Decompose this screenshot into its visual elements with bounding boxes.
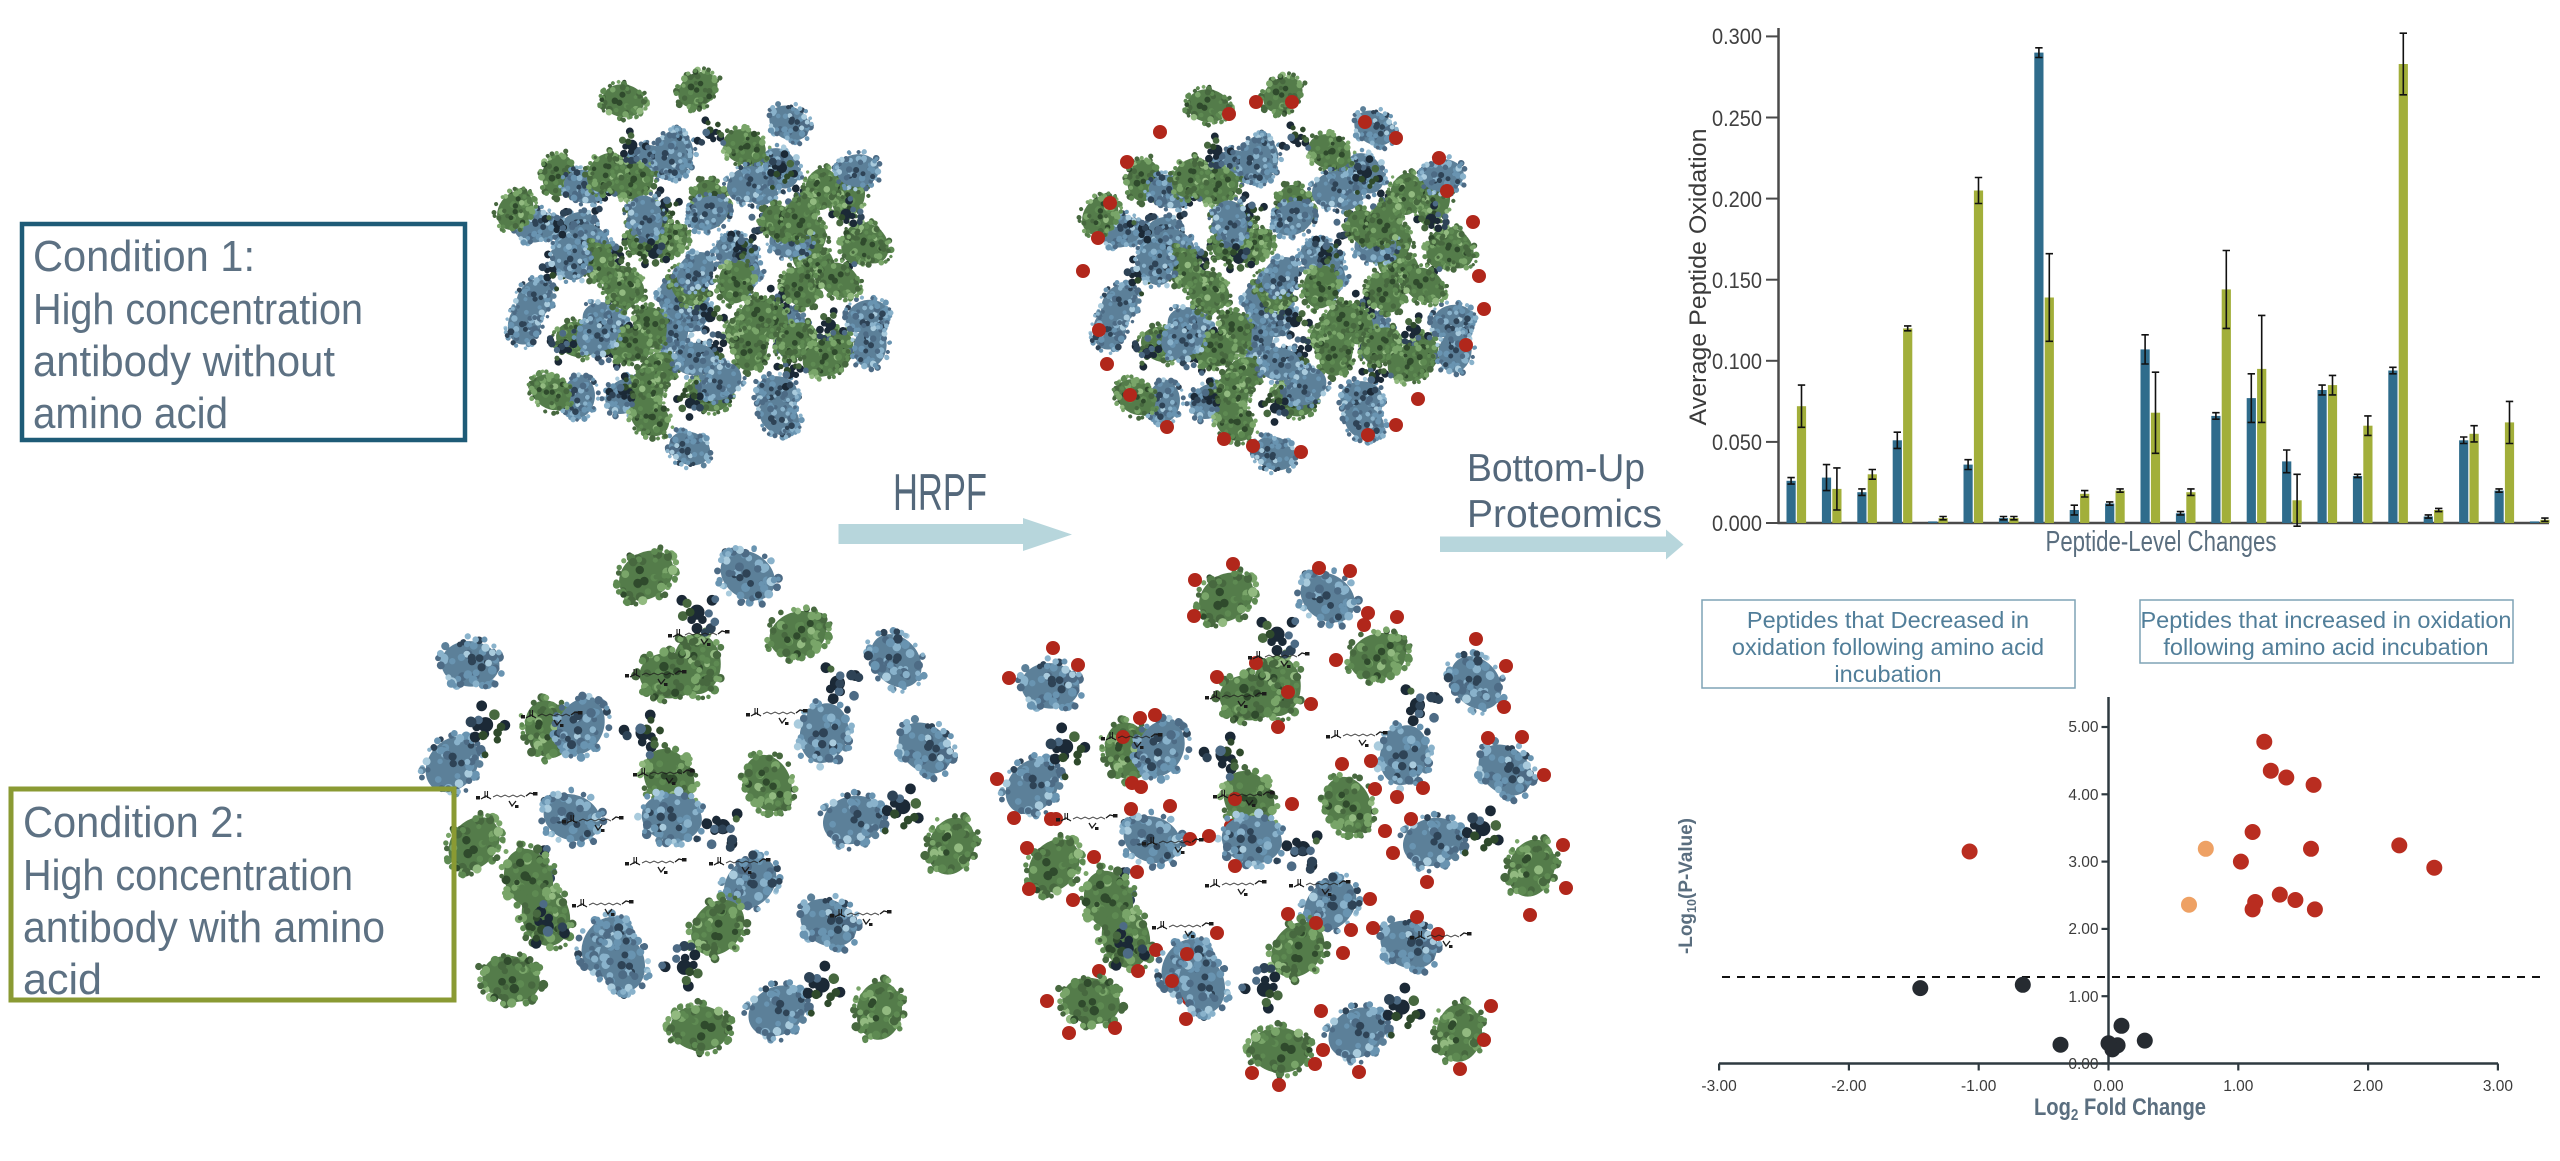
svg-text:Peptides that Decreased in: Peptides that Decreased in bbox=[1747, 607, 2029, 633]
svg-text:2.00: 2.00 bbox=[2353, 1078, 2384, 1095]
svg-text:3.00: 3.00 bbox=[2068, 854, 2099, 871]
svg-text:0.00: 0.00 bbox=[2093, 1078, 2124, 1095]
svg-text:Condition 2:: Condition 2: bbox=[23, 798, 245, 847]
svg-text:-1.00: -1.00 bbox=[1961, 1078, 1997, 1095]
svg-text:Condition 1:: Condition 1: bbox=[33, 232, 255, 281]
svg-text:High concentration: High concentration bbox=[33, 285, 363, 334]
svg-text:following amino acid incubatio: following amino acid incubation bbox=[2163, 634, 2488, 660]
svg-text:acid: acid bbox=[23, 955, 102, 1004]
svg-text:1.00: 1.00 bbox=[2068, 989, 2099, 1006]
svg-text:0.100: 0.100 bbox=[1712, 349, 1762, 374]
svg-text:HRPF: HRPF bbox=[893, 464, 987, 522]
svg-text:antibody without: antibody without bbox=[33, 337, 335, 386]
svg-text:-2.00: -2.00 bbox=[1831, 1078, 1867, 1095]
svg-text:4.00: 4.00 bbox=[2068, 787, 2099, 804]
svg-text:0.050: 0.050 bbox=[1712, 430, 1762, 455]
svg-text:-Log10(P-Value): -Log10(P-Value) bbox=[1675, 818, 1699, 954]
svg-text:Peptide-Level Changes: Peptide-Level Changes bbox=[2046, 526, 2277, 558]
svg-text:antibody with amino: antibody with amino bbox=[23, 903, 385, 952]
svg-text:2.00: 2.00 bbox=[2068, 921, 2099, 938]
svg-text:0.000: 0.000 bbox=[1712, 511, 1762, 536]
svg-text:amino acid: amino acid bbox=[33, 389, 228, 438]
svg-text:3.00: 3.00 bbox=[2483, 1078, 2514, 1095]
svg-text:0.150: 0.150 bbox=[1712, 268, 1762, 293]
svg-text:0.00: 0.00 bbox=[2068, 1056, 2099, 1073]
svg-text:High concentration: High concentration bbox=[23, 851, 353, 900]
svg-text:0.250: 0.250 bbox=[1712, 106, 1762, 131]
svg-text:1.00: 1.00 bbox=[2223, 1078, 2254, 1095]
svg-text:0.300: 0.300 bbox=[1712, 24, 1762, 49]
svg-text:oxidation following amino acid: oxidation following amino acid bbox=[1732, 634, 2044, 660]
svg-text:Bottom-Up: Bottom-Up bbox=[1467, 447, 1645, 490]
svg-text:-3.00: -3.00 bbox=[1701, 1078, 1737, 1095]
svg-text:0.200: 0.200 bbox=[1712, 187, 1762, 212]
svg-text:Peptides that increased in oxi: Peptides that increased in oxidation bbox=[2140, 607, 2511, 633]
svg-text:5.00: 5.00 bbox=[2068, 719, 2099, 736]
svg-text:Average Peptide Oxidation: Average Peptide Oxidation bbox=[1685, 129, 1712, 426]
svg-text:Log2 Fold Change: Log2 Fold Change bbox=[2034, 1094, 2206, 1124]
svg-text:incubation: incubation bbox=[1834, 661, 1941, 687]
svg-text:Proteomics: Proteomics bbox=[1467, 493, 1662, 536]
